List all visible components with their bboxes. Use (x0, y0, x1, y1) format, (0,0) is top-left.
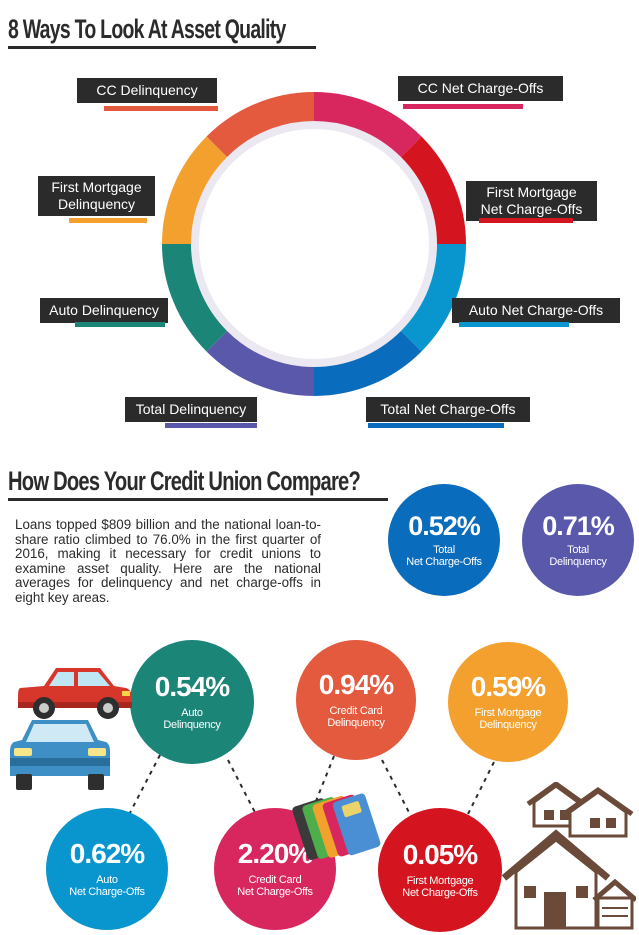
auto-delinquency-circle: 0.54% Auto Delinquency (130, 640, 254, 764)
label-first-mortgage-net-charge-offs: First Mortgage Net Charge-Offs (466, 181, 597, 221)
label-total-net-charge-offs: Total Net Charge-Offs (366, 397, 530, 422)
total-delinquency-label: Total Delinquency (549, 543, 607, 568)
bar-cc-delinquency (104, 106, 218, 111)
bar-total-delinquency (165, 423, 257, 428)
first-mortgage-net-charge-offs-label: First Mortgage Net Charge-Offs (402, 875, 478, 899)
auto-delinquency-value: 0.54% (154, 671, 230, 702)
bar-cc-net-charge-offs (403, 104, 523, 109)
bar-first-mortgage-delinquency (69, 218, 147, 223)
section-title-asset-quality: 8 Ways To Look At Asset Quality (8, 14, 286, 44)
red-car-icon (18, 668, 132, 719)
compare-title-underline (8, 498, 388, 501)
section-title-compare: How Does Your Credit Union Compare? (8, 466, 361, 496)
houses-icon (501, 782, 636, 930)
total-delinquency-circle: 0.71% Total Delinquency (522, 484, 634, 596)
total-delinquency-value: 0.71% (542, 510, 615, 541)
connector-cc-mortgage (381, 759, 417, 827)
credit-card-delinquency-value: 0.94% (318, 669, 394, 700)
blue-car-icon (10, 720, 110, 790)
bar-first-mortgage-net-charge-offs (479, 218, 573, 223)
credit-card-net-charge-offs-label: Credit Card Net Charge-Offs (237, 874, 313, 898)
auto-net-charge-offs-circle: 0.62% Auto Net Charge-Offs (46, 808, 168, 930)
bar-auto-net-charge-offs (459, 322, 569, 327)
first-mortgage-net-charge-offs-circle: 0.05% First Mortgage Net Charge-Offs (378, 808, 502, 932)
label-first-mortgage-delinquency: First Mortgage Delinquency (38, 176, 155, 216)
credit-card-net-charge-offs-value: 2.20% (237, 838, 313, 869)
first-mortgage-delinquency-circle: 0.59% First Mortgage Delinquency (448, 642, 568, 762)
title-underline (8, 46, 316, 49)
donut-inner-ring (191, 121, 437, 367)
connector-auto-cc (227, 759, 263, 827)
asset-quality-donut (162, 92, 466, 396)
bar-auto-delinquency (75, 322, 165, 327)
label-cc-delinquency: CC Delinquency (77, 78, 217, 103)
credit-card-delinquency-label: Credit Card Delinquency (327, 705, 385, 729)
auto-net-charge-offs-value: 0.62% (69, 838, 145, 869)
auto-net-charge-offs-label: Auto Net Charge-Offs (69, 874, 145, 898)
bar-total-net-charge-offs (368, 423, 504, 428)
label-auto-net-charge-offs: Auto Net Charge-Offs (452, 298, 620, 323)
label-cc-net-charge-offs: CC Net Charge-Offs (398, 76, 563, 101)
first-mortgage-net-charge-offs-value: 0.05% (402, 839, 478, 870)
first-mortgage-delinquency-label: First Mortgage Delinquency (474, 707, 542, 731)
label-total-delinquency: Total Delinquency (125, 397, 257, 422)
total-net-charge-offs-circle: 0.52% Total Net Charge-Offs (388, 484, 500, 596)
label-auto-delinquency: Auto Delinquency (40, 298, 168, 323)
first-mortgage-delinquency-value: 0.59% (470, 671, 546, 702)
credit-card-delinquency-circle: 0.94% Credit Card Delinquency (296, 640, 416, 760)
auto-delinquency-label: Auto Delinquency (163, 707, 221, 731)
total-net-charge-offs-value: 0.52% (408, 510, 481, 541)
connector-cc (305, 755, 335, 827)
credit-cards-icon (292, 793, 381, 860)
intro-paragraph: Loans topped $809 billion and the nation… (15, 517, 321, 605)
total-net-charge-offs-label: Total Net Charge-Offs (406, 543, 482, 568)
